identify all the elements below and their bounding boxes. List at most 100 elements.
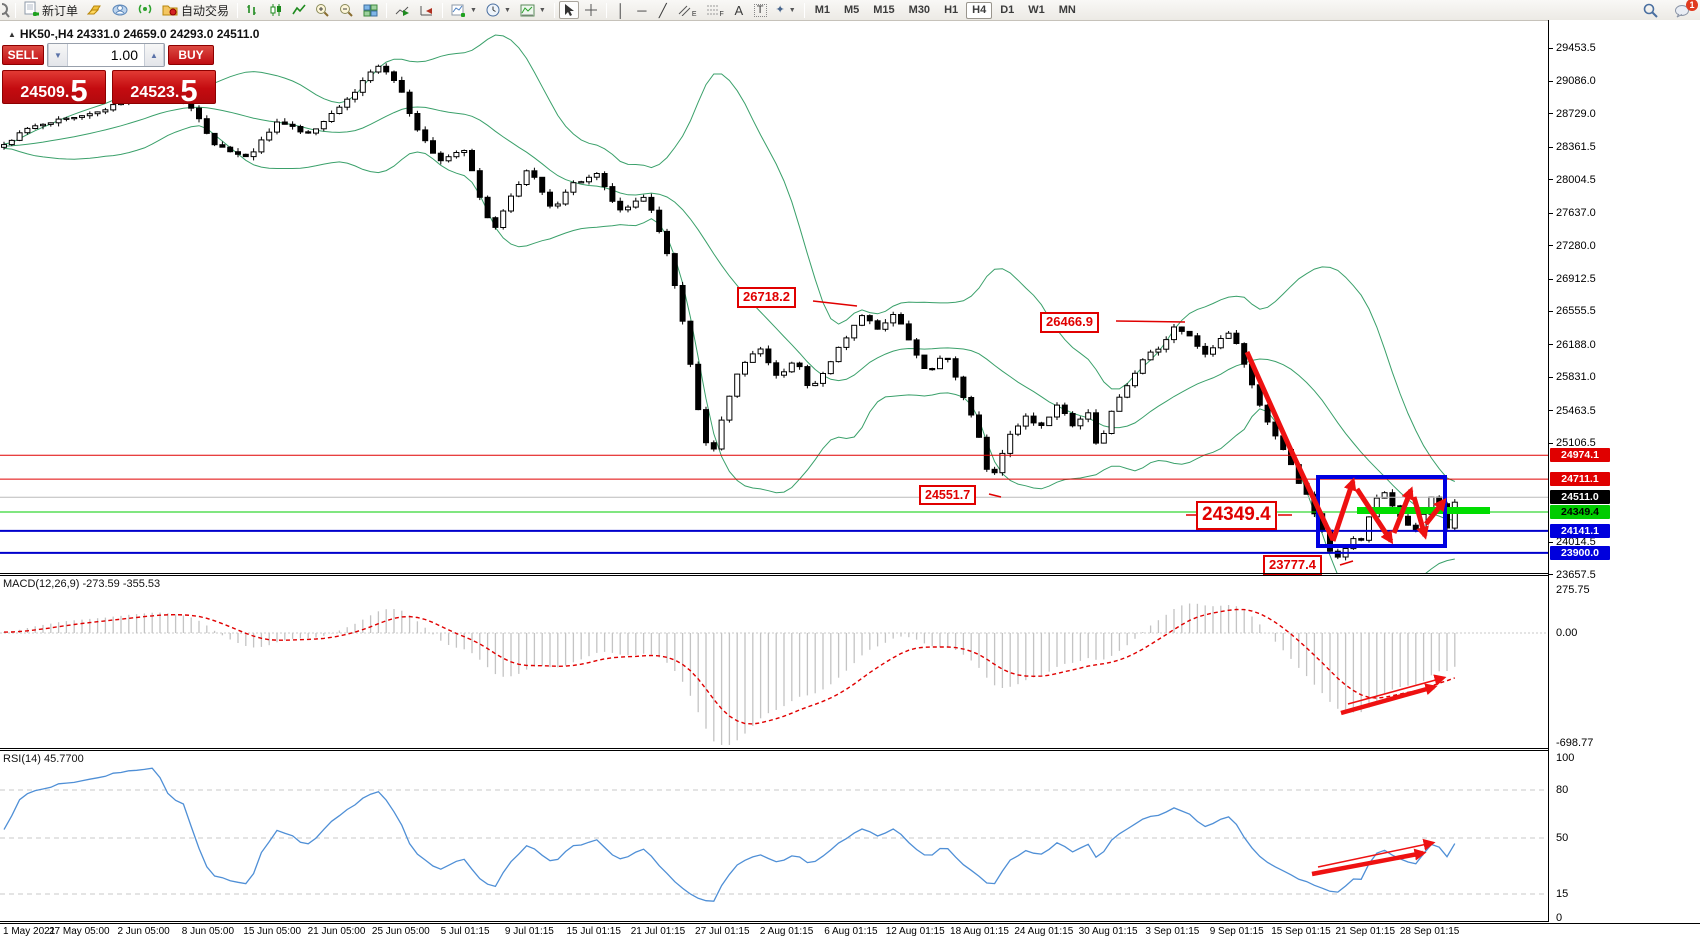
vertical-line-tool-button[interactable]: │: [611, 1, 631, 19]
buy-button[interactable]: BUY: [168, 45, 214, 65]
ask-price: 24523: [130, 84, 175, 101]
toolbar-right-group: 1: [1639, 0, 1698, 21]
support-badge-23900: 23900.0: [1550, 545, 1610, 560]
toolbar-separator: [442, 2, 444, 18]
new-order-icon: [24, 1, 39, 19]
timeframe-h4[interactable]: H4: [966, 1, 993, 19]
one-click-trading-widget: SELL ▼ 1.00 ▲ BUY 24509. 5 24523. 5: [2, 42, 216, 106]
volume-increase-button[interactable]: ▲: [144, 44, 164, 66]
macd-axis-label: -698.77: [1556, 736, 1594, 749]
price-axis-tick: 24014.5: [1549, 536, 1596, 549]
trendline-tool-button[interactable]: ╱: [653, 1, 673, 19]
rsi-axis-label: 100: [1556, 752, 1575, 764]
community-button[interactable]: [108, 1, 132, 19]
timeframe-m1[interactable]: M1: [814, 4, 830, 16]
timeframe-h1[interactable]: H1: [944, 4, 959, 16]
arrows-tool-button[interactable]: ✦ ▼: [772, 1, 800, 19]
hline-icon: ─: [637, 2, 647, 18]
clipped-icon: [2, 2, 11, 18]
macd-panel-canvas[interactable]: [0, 576, 1548, 748]
volume-value[interactable]: 1.00: [110, 47, 138, 63]
timeframe-d1[interactable]: D1: [1000, 4, 1015, 16]
price-annotation-24349.4[interactable]: 24349.4: [1196, 501, 1277, 530]
time-axis-label: 21 Jul 01:15: [630, 926, 686, 937]
panel-separator[interactable]: [0, 748, 1700, 749]
price-axis-tick: 29453.5: [1549, 42, 1596, 55]
auto-trading-button[interactable]: 自动交易: [158, 1, 233, 19]
label-tool-button[interactable]: T: [750, 1, 771, 19]
rsi-label: RSI(14) 45.7700: [3, 753, 84, 765]
time-axis-label: 2 Aug 01:15: [759, 926, 814, 937]
zoom-out-button[interactable]: [335, 1, 358, 19]
timeframe-group: M1 M5 M15 M30 H1 H4 D1 W1 MN: [809, 1, 1082, 19]
timeframe-mn[interactable]: MN: [1058, 4, 1076, 16]
time-axis-label: 3 Sep 01:15: [1145, 926, 1200, 937]
price-annotation-26466.9[interactable]: 26466.9: [1040, 312, 1099, 333]
chevron-down-icon: ▼: [538, 6, 546, 14]
chart-title: ▲ HK50-,H4 24331.0 24659.0 24293.0 24511…: [8, 27, 260, 41]
signals-button[interactable]: [133, 1, 157, 19]
time-axis-label: 27 May 05:00: [48, 926, 110, 937]
price-annotation-26718.2[interactable]: 26718.2: [737, 287, 796, 308]
price-annotation-24551.7[interactable]: 24551.7: [919, 485, 977, 506]
timeframe-w1[interactable]: W1: [1028, 4, 1045, 16]
toolbar-separator: [553, 2, 555, 18]
auto-trading-icon: [162, 2, 178, 19]
time-axis-label: 1 May 2021: [3, 926, 56, 937]
periods-button[interactable]: ▼: [482, 1, 515, 19]
time-axis-label: 12 Aug 01:15: [885, 926, 945, 937]
fibonacci-tool-button[interactable]: F: [702, 1, 728, 19]
horizontal-line-tool-button[interactable]: ─: [632, 1, 652, 19]
panel-separator: [0, 575, 1700, 576]
timeframe-m5[interactable]: M5: [843, 4, 860, 16]
candlestick-chart-button[interactable]: [265, 1, 287, 19]
line-chart-button[interactable]: [288, 1, 310, 19]
support-badge-24349: 24349.4: [1550, 505, 1610, 519]
time-axis-label: 21 Jun 05:00: [307, 926, 366, 937]
rsi-axis-label: 15: [1556, 888, 1569, 900]
crosshair-tool-button[interactable]: [580, 1, 602, 19]
auto-trading-label: 自动交易: [181, 3, 230, 18]
rsi-axis-label: 0: [1556, 912, 1563, 924]
text-tool-button[interactable]: A: [729, 1, 749, 19]
panel-separator[interactable]: [0, 573, 1700, 574]
trendline-icon: ╱: [658, 2, 667, 18]
market-watch-button[interactable]: [83, 1, 107, 19]
time-axis-label: 21 Sep 01:15: [1335, 926, 1396, 937]
volume-decrease-button[interactable]: ▼: [48, 44, 68, 66]
rsi-panel-canvas[interactable]: [0, 751, 1548, 921]
templates-button[interactable]: ▼: [516, 1, 550, 19]
signal-icon: [137, 2, 153, 19]
notification-count-badge: 1: [1686, 0, 1698, 11]
new-order-button[interactable]: 新订单: [20, 1, 82, 19]
current-price-badge: 24511.0: [1550, 490, 1610, 505]
sell-button[interactable]: SELL: [2, 45, 44, 65]
channel-tool-button[interactable]: E: [674, 1, 701, 19]
price-axis[interactable]: 29453.5 29086.0 28729.0 28361.5 28004.5 27637…: [1548, 20, 1700, 924]
indicators-button[interactable]: ▼: [447, 1, 481, 19]
chart-shift-button[interactable]: [415, 1, 438, 19]
timeframe-m15[interactable]: M15: [873, 4, 895, 16]
time-axis[interactable]: 1 May 2021 27 May 05:00 2 Jun 05:00 8 Jun 0…: [0, 923, 1700, 939]
timeframe-m30[interactable]: M30: [908, 4, 931, 16]
notifications-button[interactable]: 1: [1670, 0, 1698, 20]
vline-icon: │: [616, 2, 625, 18]
cursor-tool-button[interactable]: [558, 1, 579, 19]
search-button[interactable]: [1639, 2, 1662, 20]
time-axis-label: 24 Aug 01:15: [1014, 926, 1074, 937]
tile-windows-button[interactable]: [359, 1, 382, 19]
toolbar-separator: [605, 2, 607, 18]
time-axis-label: 25 Jun 05:00: [371, 926, 430, 937]
zoom-in-button[interactable]: [311, 1, 334, 19]
buy-price-panel[interactable]: 24523. 5: [112, 70, 216, 106]
price-axis-tick: 25831.0: [1549, 371, 1596, 384]
main-chart-canvas[interactable]: [0, 20, 1548, 573]
sell-price-panel[interactable]: 24509. 5: [2, 70, 106, 106]
resistance-badge-24711: 24711.1: [1550, 472, 1610, 487]
chart-icon: ▲: [8, 29, 16, 39]
price-annotation-23777.4[interactable]: 23777.4: [1263, 555, 1322, 576]
bar-chart-button[interactable]: [242, 1, 264, 19]
resistance-badge-24974: 24974.1: [1550, 448, 1610, 463]
auto-scroll-button[interactable]: [391, 1, 414, 19]
